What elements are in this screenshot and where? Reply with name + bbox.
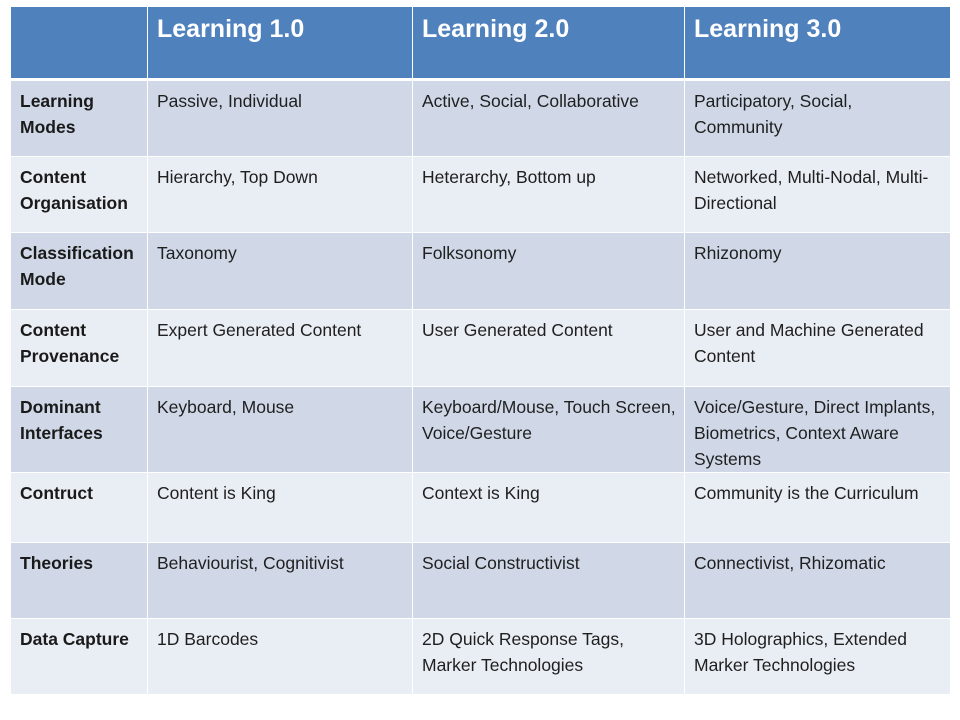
header-learning-2-0: Learning 2.0 <box>412 6 685 81</box>
table-cell: Keyboard/Mouse, Touch Screen, Voice/Gest… <box>412 386 685 473</box>
row-label: Data Capture <box>10 618 148 695</box>
table-cell: Social Constructivist <box>412 542 685 619</box>
table-row-content-provenance: Content Provenance Expert Generated Cont… <box>10 309 951 387</box>
table-cell: Heterarchy, Bottom up <box>412 156 685 233</box>
table-row-data-capture: Data Capture 1D Barcodes 2D Quick Respon… <box>10 618 951 695</box>
table-cell: Folksonomy <box>412 232 685 310</box>
table-cell: 1D Barcodes <box>147 618 413 695</box>
row-label: Contruct <box>10 472 148 543</box>
header-learning-3-0: Learning 3.0 <box>684 6 951 81</box>
table-cell: Passive, Individual <box>147 79 413 157</box>
row-label: Learning Modes <box>10 79 148 157</box>
row-label: Dominant Interfaces <box>10 386 148 473</box>
table-cell: Rhizonomy <box>684 232 951 310</box>
header-learning-1-0: Learning 1.0 <box>147 6 413 81</box>
row-label: Classification Mode <box>10 232 148 310</box>
table-row-learning-modes: Learning Modes Passive, Individual Activ… <box>10 79 951 157</box>
table-row-content-organisation: Content Organisation Hierarchy, Top Down… <box>10 156 951 233</box>
table-cell: Content is King <box>147 472 413 543</box>
table-cell: Context is King <box>412 472 685 543</box>
table-row-contruct: Contruct Content is King Context is King… <box>10 472 951 543</box>
table-cell: Connectivist, Rhizomatic <box>684 542 951 619</box>
table-cell: User and Machine Generated Content <box>684 309 951 387</box>
row-label: Content Provenance <box>10 309 148 387</box>
table-cell: Hierarchy, Top Down <box>147 156 413 233</box>
table-cell: Networked, Multi-Nodal, Multi-Directiona… <box>684 156 951 233</box>
table-cell: Behaviourist, Cognitivist <box>147 542 413 619</box>
table-cell: Taxonomy <box>147 232 413 310</box>
header-row: Learning 1.0 Learning 2.0 Learning 3.0 <box>10 6 951 81</box>
table-cell: 2D Quick Response Tags, Marker Technolog… <box>412 618 685 695</box>
table-cell: Expert Generated Content <box>147 309 413 387</box>
table-row-dominant-interfaces: Dominant Interfaces Keyboard, Mouse Keyb… <box>10 386 951 473</box>
table-cell: Participatory, Social, Community <box>684 79 951 157</box>
comparison-table: Learning 1.0 Learning 2.0 Learning 3.0 L… <box>10 6 951 695</box>
table-cell: Active, Social, Collaborative <box>412 79 685 157</box>
row-label: Theories <box>10 542 148 619</box>
header-corner-cell <box>10 6 148 81</box>
table-row-classification-mode: Classification Mode Taxonomy Folksonomy … <box>10 232 951 310</box>
table-cell: User Generated Content <box>412 309 685 387</box>
table-cell: Community is the Curriculum <box>684 472 951 543</box>
row-label: Content Organisation <box>10 156 148 233</box>
table-cell: Keyboard, Mouse <box>147 386 413 473</box>
table-cell: 3D Holographics, Extended Marker Technol… <box>684 618 951 695</box>
table-row-theories: Theories Behaviourist, Cognitivist Socia… <box>10 542 951 619</box>
table-cell: Voice/Gesture, Direct Implants, Biometri… <box>684 386 951 473</box>
